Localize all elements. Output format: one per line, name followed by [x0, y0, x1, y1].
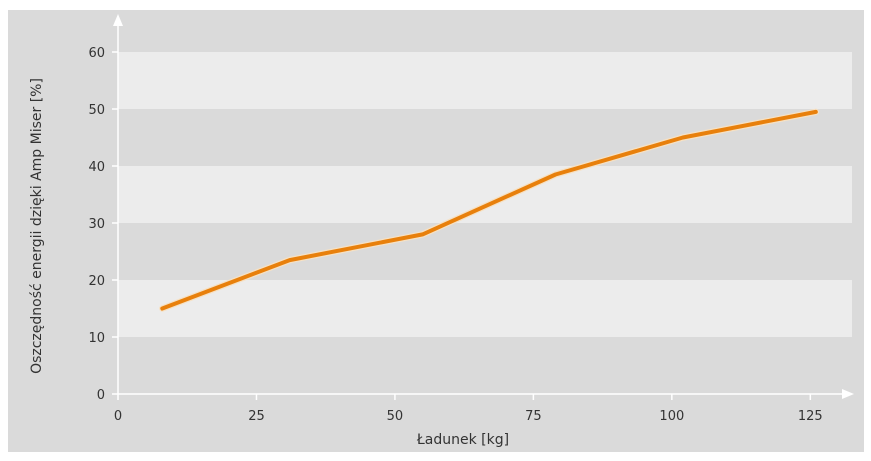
y-tick-label: 40 [88, 160, 105, 175]
y-tick-label: 30 [88, 217, 105, 232]
x-tick-label: 125 [798, 409, 823, 424]
y-axis-arrow [113, 14, 123, 26]
y-tick-label: 10 [88, 331, 105, 346]
grid-band [118, 223, 852, 280]
y-tick-label: 50 [88, 103, 105, 118]
grid-band [118, 337, 852, 394]
grid-band [118, 166, 852, 223]
axes [112, 14, 854, 400]
y-tick-labels: 0 10 20 30 40 50 60 [88, 46, 105, 403]
data-point [814, 110, 818, 114]
data-point [421, 232, 425, 236]
data-point [554, 173, 558, 177]
grid-band [118, 109, 852, 166]
x-tick-label: 25 [248, 409, 265, 424]
data-point [288, 258, 292, 262]
grid-band [118, 52, 852, 109]
x-tick-label: 75 [525, 409, 542, 424]
grid-bands [118, 52, 852, 394]
x-tick-label: 50 [387, 409, 404, 424]
data-point [681, 136, 685, 139]
x-axis-title: Ładunek [kg] [416, 432, 509, 448]
y-axis-title: Oszczędność energii dzięki Amp Miser [%] [29, 78, 45, 374]
series-line [160, 109, 818, 311]
y-tick-label: 20 [88, 274, 105, 289]
data-point [160, 307, 164, 310]
series-group [159, 108, 820, 312]
x-tick-label: 0 [114, 409, 122, 424]
x-tick-label: 100 [659, 409, 684, 424]
grid-band [118, 280, 852, 337]
x-axis-arrow [842, 389, 854, 399]
y-tick-label: 60 [88, 46, 105, 61]
y-tick-label: 0 [97, 388, 105, 403]
x-tick-labels: 0 25 50 75 100 125 [114, 409, 823, 424]
